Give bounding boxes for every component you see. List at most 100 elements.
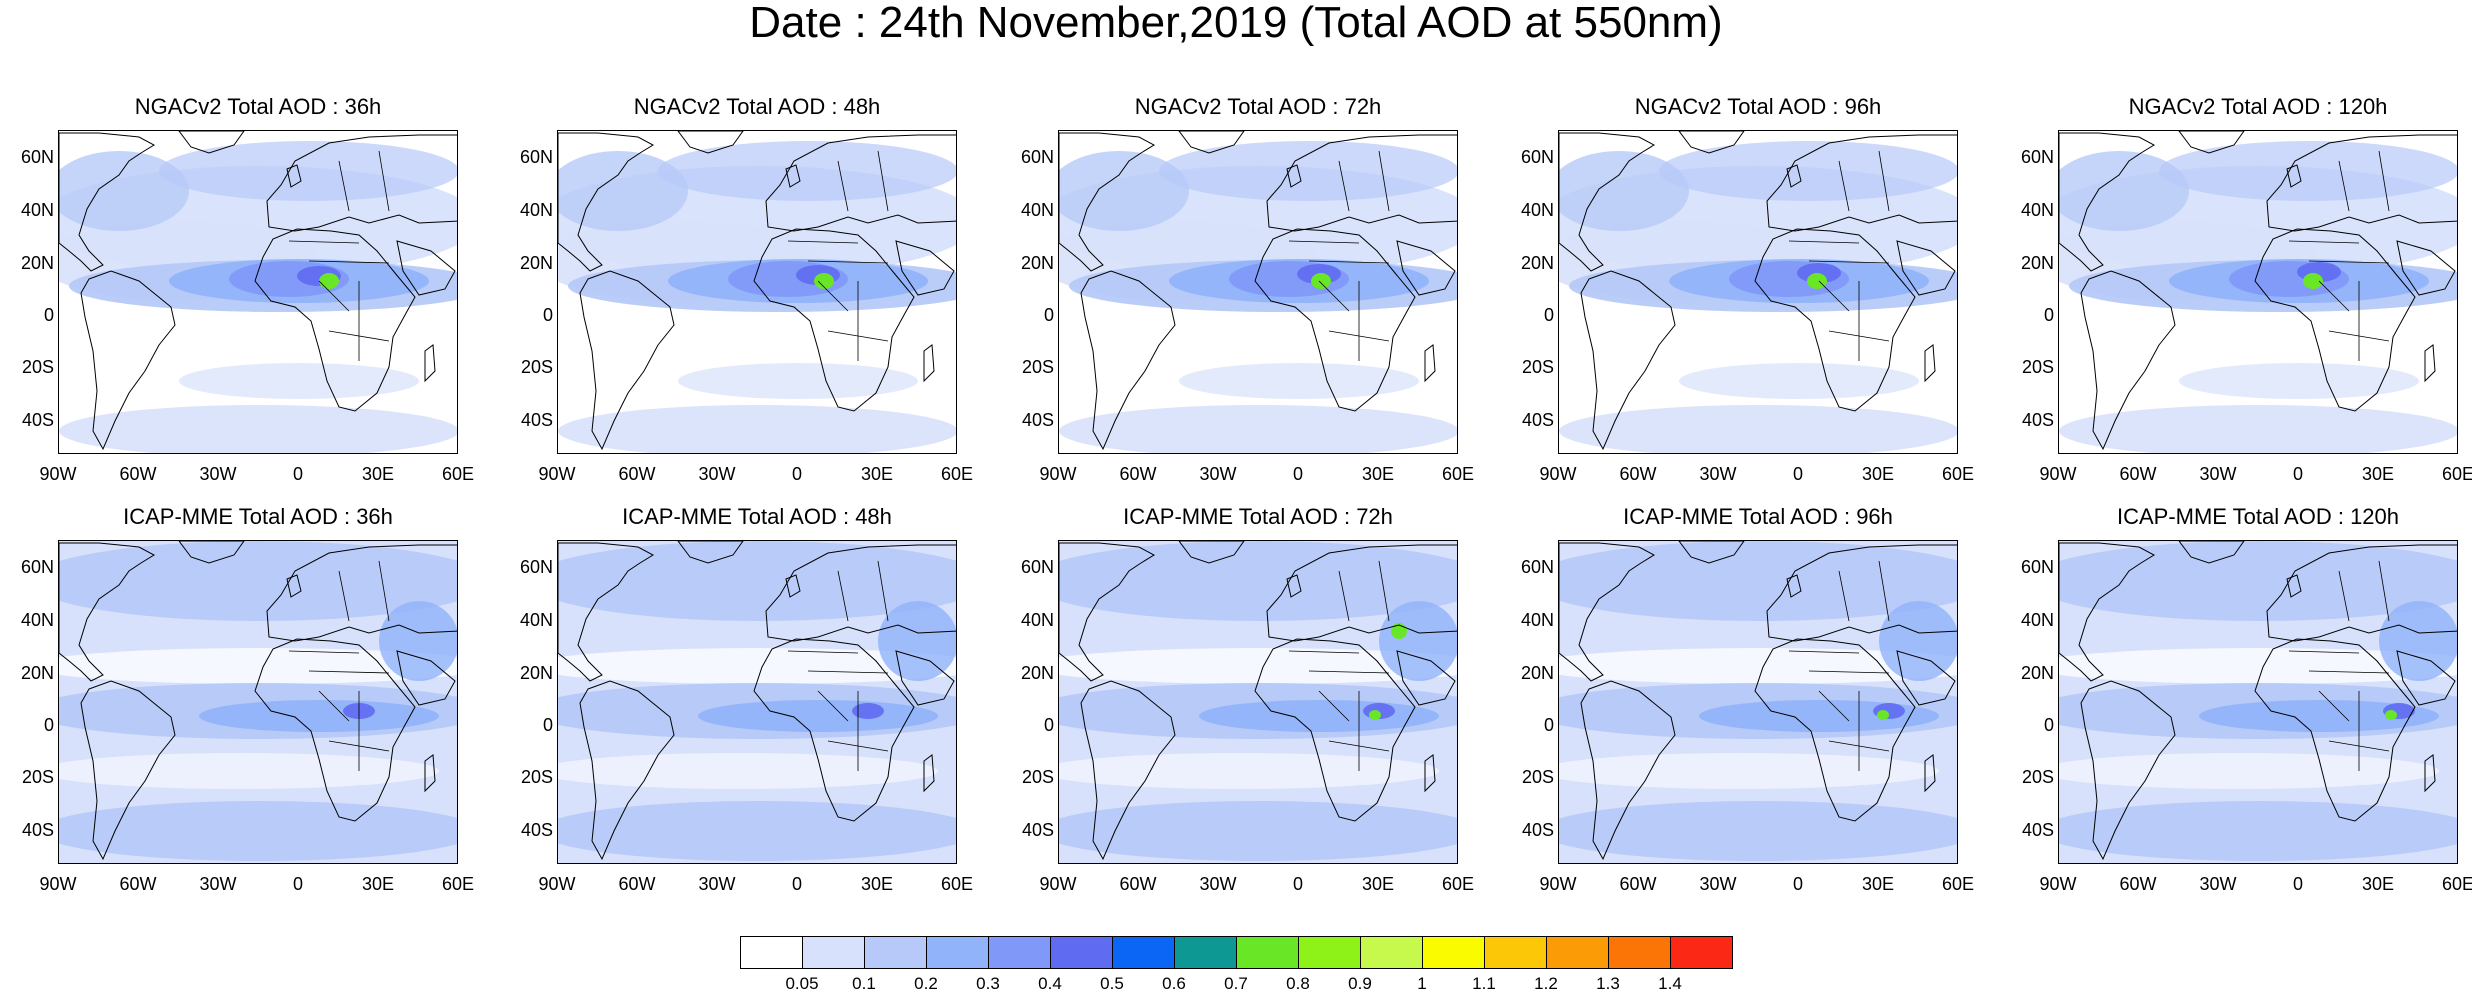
lat-tick-label: 20S bbox=[1021, 767, 1054, 787]
panel-title: NGACv2 Total AOD : 36h bbox=[134, 94, 382, 119]
lat-tick-label: 0 bbox=[43, 715, 54, 735]
panel-title: ICAP-MME Total AOD : 120h bbox=[2116, 504, 2400, 529]
lon-tick-label: 0 bbox=[791, 874, 802, 894]
lon-tick-label: 90W bbox=[2039, 874, 2077, 894]
panel-title: NGACv2 Total AOD : 48h bbox=[633, 94, 881, 119]
aod-map bbox=[58, 540, 458, 864]
colorbar-swatch bbox=[1670, 936, 1733, 969]
lon-tick-label: 30W bbox=[199, 874, 237, 894]
lon-tick-label: 30W bbox=[1199, 464, 1237, 484]
lon-tick-label: 60E bbox=[441, 464, 475, 484]
lat-tick-label: 0 bbox=[542, 715, 553, 735]
lat-tick-label: 40N bbox=[1020, 200, 1054, 220]
lat-tick-label: 20S bbox=[1021, 357, 1054, 377]
lat-tick-label: 60N bbox=[1520, 147, 1554, 167]
lat-tick-label: 20N bbox=[1020, 253, 1054, 273]
lat-tick-label: 40S bbox=[2021, 820, 2054, 840]
lon-tick-label: 60E bbox=[1941, 464, 1975, 484]
lat-tick-label: 40N bbox=[1020, 610, 1054, 630]
lat-tick-label: 20N bbox=[20, 253, 54, 273]
figure-title: Date : 24th November,2019 (Total AOD at … bbox=[749, 0, 1723, 47]
colorbar-tick-label: 0.05 bbox=[785, 974, 819, 993]
lon-tick-label: 60W bbox=[618, 874, 656, 894]
colorbar-swatch bbox=[1608, 936, 1671, 969]
colorbar-swatch bbox=[1546, 936, 1609, 969]
lat-tick-label: 40S bbox=[520, 820, 553, 840]
aod-map bbox=[1558, 540, 1958, 864]
lat-tick-label: 20N bbox=[1520, 253, 1554, 273]
aod-map bbox=[1558, 130, 1958, 454]
lon-tick-label: 30E bbox=[361, 464, 395, 484]
lon-tick-label: 60W bbox=[1619, 464, 1657, 484]
lon-tick-label: 60E bbox=[1441, 464, 1475, 484]
lon-tick-label: 30E bbox=[1361, 874, 1395, 894]
lon-tick-label: 90W bbox=[1039, 874, 1077, 894]
lat-tick-label: 20N bbox=[2020, 253, 2054, 273]
lon-tick-label: 0 bbox=[2292, 874, 2303, 894]
colorbar-swatch bbox=[926, 936, 989, 969]
colorbar-tick-label: 0.4 bbox=[1038, 974, 1062, 993]
lon-tick-label: 60W bbox=[2119, 464, 2157, 484]
colorbar-tick-label: 0.2 bbox=[914, 974, 938, 993]
lat-tick-label: 20S bbox=[2021, 767, 2054, 787]
colorbar-tick-label: 1.2 bbox=[1534, 974, 1558, 993]
lat-tick-label: 40S bbox=[1521, 410, 1554, 430]
colorbar-swatch bbox=[1112, 936, 1175, 969]
lon-tick-label: 60E bbox=[940, 874, 974, 894]
lat-tick-label: 20N bbox=[2020, 663, 2054, 683]
lon-tick-label: 30E bbox=[860, 464, 894, 484]
lat-tick-label: 20S bbox=[21, 767, 54, 787]
lon-tick-label: 90W bbox=[1039, 464, 1077, 484]
colorbar-swatch bbox=[1484, 936, 1547, 969]
lat-tick-label: 0 bbox=[2043, 715, 2054, 735]
lat-tick-label: 40S bbox=[520, 410, 553, 430]
lat-tick-label: 0 bbox=[542, 305, 553, 325]
lon-tick-label: 0 bbox=[2292, 464, 2303, 484]
lat-tick-label: 60N bbox=[2020, 557, 2054, 577]
lat-tick-label: 40N bbox=[1520, 200, 1554, 220]
lat-tick-label: 20S bbox=[520, 357, 553, 377]
lon-tick-label: 30W bbox=[2199, 874, 2237, 894]
colorbar-swatch bbox=[1422, 936, 1485, 969]
lat-tick-label: 40S bbox=[21, 410, 54, 430]
lat-tick-label: 20S bbox=[21, 357, 54, 377]
lat-tick-label: 20N bbox=[1020, 663, 1054, 683]
lon-tick-label: 30E bbox=[2361, 464, 2395, 484]
lon-tick-label: 30W bbox=[1699, 874, 1737, 894]
lon-tick-label: 30E bbox=[1861, 874, 1895, 894]
lon-tick-label: 60W bbox=[1119, 464, 1157, 484]
lon-tick-label: 90W bbox=[39, 874, 77, 894]
lat-tick-label: 20S bbox=[1521, 767, 1554, 787]
lat-tick-label: 40S bbox=[2021, 410, 2054, 430]
lon-tick-label: 60E bbox=[441, 874, 475, 894]
colorbar-swatch bbox=[740, 936, 803, 969]
lon-tick-label: 60W bbox=[1619, 874, 1657, 894]
lat-tick-label: 20N bbox=[20, 663, 54, 683]
lon-tick-label: 60W bbox=[119, 464, 157, 484]
lat-tick-label: 40S bbox=[1021, 410, 1054, 430]
lon-tick-label: 30W bbox=[199, 464, 237, 484]
lon-tick-label: 30E bbox=[2361, 874, 2395, 894]
colorbar-swatch bbox=[1236, 936, 1299, 969]
lon-tick-label: 0 bbox=[1792, 874, 1803, 894]
lat-tick-label: 0 bbox=[1543, 305, 1554, 325]
colorbar-swatch bbox=[1298, 936, 1361, 969]
lat-tick-label: 60N bbox=[20, 147, 54, 167]
lon-tick-label: 60W bbox=[618, 464, 656, 484]
lat-tick-label: 20N bbox=[519, 253, 553, 273]
lon-tick-label: 30W bbox=[698, 874, 736, 894]
colorbar-swatch bbox=[1050, 936, 1113, 969]
lat-tick-label: 0 bbox=[2043, 305, 2054, 325]
panel-title: ICAP-MME Total AOD : 36h bbox=[123, 504, 393, 529]
lon-tick-label: 30E bbox=[1361, 464, 1395, 484]
lon-tick-label: 60W bbox=[119, 874, 157, 894]
lat-tick-label: 40N bbox=[519, 200, 553, 220]
lon-tick-label: 30E bbox=[361, 874, 395, 894]
aod-map bbox=[557, 130, 957, 454]
colorbar-tick-label: 0.6 bbox=[1162, 974, 1186, 993]
colorbar-swatch bbox=[1360, 936, 1423, 969]
aod-colorbar bbox=[740, 936, 1733, 969]
lat-tick-label: 20N bbox=[1520, 663, 1554, 683]
lat-tick-label: 0 bbox=[1043, 715, 1054, 735]
lat-tick-label: 60N bbox=[1520, 557, 1554, 577]
